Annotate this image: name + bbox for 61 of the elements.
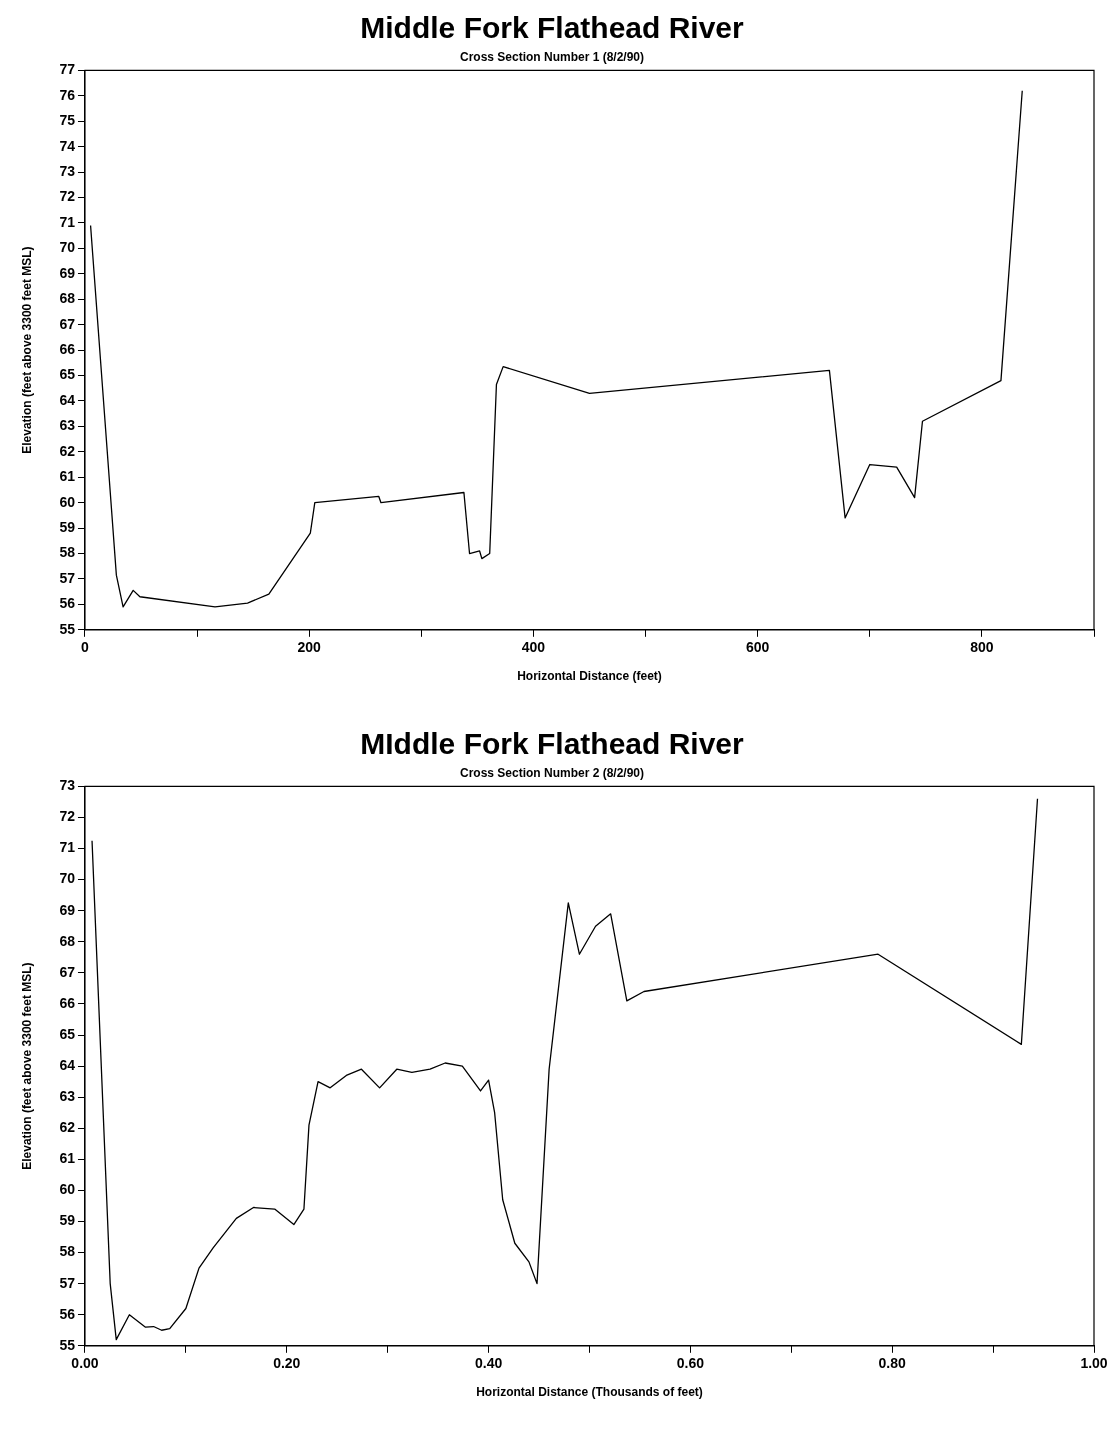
y-tick-label: 56 (59, 1305, 76, 1322)
y-tick-label: 67 (59, 315, 76, 332)
y-tick-label: 55 (59, 620, 76, 637)
y-tick-label: 68 (59, 932, 76, 949)
y-tick-label: 57 (59, 1274, 76, 1291)
y-tick-label: 69 (59, 901, 76, 918)
y-tick-label: 77 (59, 61, 76, 78)
x-tick-label: 200 (297, 639, 322, 656)
x-tick-label: 0.80 (878, 1355, 907, 1372)
y-tick-label: 68 (59, 290, 76, 307)
x-tick-label: 1.00 (1080, 1355, 1108, 1372)
y-tick-label: 72 (59, 188, 76, 205)
y-tick-label: 60 (59, 1181, 76, 1198)
y-tick-label: 59 (59, 1212, 76, 1229)
y-tick-label: 61 (59, 1150, 76, 1167)
x-tick-label: 400 (521, 639, 546, 656)
y-tick-label: 60 (59, 493, 76, 510)
y-tick-label: 70 (59, 239, 76, 256)
y-tick-label: 73 (59, 777, 76, 794)
y-tick-label: 63 (59, 1088, 76, 1105)
y-tick-label: 66 (59, 994, 76, 1011)
y-tick-label: 65 (59, 366, 76, 383)
x-tick-label: 800 (970, 639, 994, 656)
y-tick-label: 75 (59, 112, 76, 129)
y-tick-label: 58 (59, 1243, 76, 1260)
y-tick-label: 63 (59, 417, 76, 434)
x-tick-label: 0.60 (676, 1355, 705, 1372)
y-tick-label: 73 (59, 162, 76, 179)
y-axis-title: Elevation (feet above 3300 feet MSL) (19, 246, 34, 454)
y-tick-label: 59 (59, 518, 76, 535)
y-axis-title: Elevation (feet above 3300 feet MSL) (19, 962, 34, 1170)
y-tick-label: 74 (59, 137, 76, 154)
y-tick-label: 69 (59, 264, 76, 281)
y-tick-label: 55 (59, 1336, 76, 1353)
y-tick-label: 76 (59, 86, 76, 103)
x-tick-label: 0 (81, 639, 90, 656)
y-tick-label: 65 (59, 1025, 76, 1042)
y-tick-label: 70 (59, 870, 76, 887)
chart-title: MIddle Fork Flathead River (360, 727, 745, 761)
y-tick-label: 72 (59, 808, 76, 825)
chart-subtitle: Cross Section Number 2 (8/2/90) (459, 765, 645, 780)
y-tick-label: 61 (59, 468, 76, 485)
y-tick-label: 62 (59, 1119, 76, 1136)
x-axis-title: Horizontal Distance (Thousands of feet) (476, 1385, 703, 1400)
chart-title: Middle Fork Flathead River (360, 11, 745, 45)
y-tick-label: 56 (59, 595, 76, 612)
x-tick-label: 0.20 (273, 1355, 301, 1372)
y-tick-label: 66 (59, 340, 76, 357)
y-tick-label: 58 (59, 544, 76, 561)
y-tick-label: 71 (59, 839, 76, 856)
y-tick-label: 71 (59, 213, 76, 230)
y-tick-label: 64 (59, 1056, 76, 1073)
x-axis-title: Horizontal Distance (feet) (517, 669, 662, 684)
chart-subtitle: Cross Section Number 1 (8/2/90) (459, 49, 645, 64)
y-tick-label: 67 (59, 963, 76, 980)
y-tick-label: 57 (59, 569, 76, 586)
y-tick-label: 62 (59, 442, 76, 459)
x-tick-label: 0.40 (474, 1355, 503, 1372)
y-tick-label: 64 (59, 391, 76, 408)
x-tick-label: 0.00 (71, 1355, 99, 1372)
x-tick-label: 600 (745, 639, 770, 656)
